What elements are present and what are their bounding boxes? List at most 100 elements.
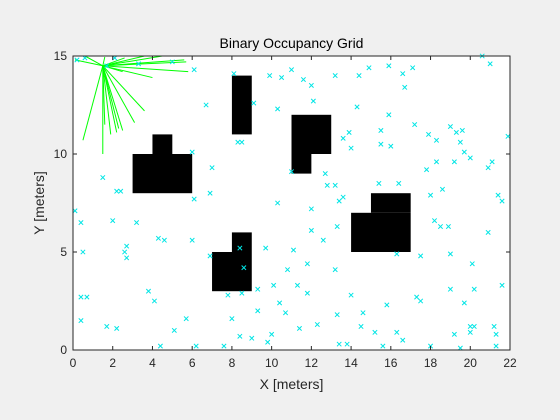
x-tick-label: 20	[464, 356, 478, 370]
particle-marker	[294, 282, 301, 288]
sensor-ray	[102, 56, 106, 66]
x-tick-label: 2	[109, 356, 116, 370]
particle-marker	[451, 159, 457, 165]
x-tick-label: 4	[149, 356, 156, 370]
particle-marker	[118, 188, 124, 194]
particle-marker	[114, 188, 120, 194]
particle-marker	[239, 139, 245, 145]
particle-marker	[360, 310, 366, 316]
particle-marker	[322, 171, 328, 177]
particle-marker	[304, 261, 310, 267]
particle-marker	[100, 174, 106, 181]
particle-marker	[267, 73, 273, 79]
obstacle-block	[231, 232, 252, 252]
particle-marker	[104, 323, 110, 330]
particle-marker	[354, 104, 360, 110]
particle-marker	[410, 65, 416, 71]
x-tick-label: 6	[189, 356, 196, 370]
particle-marker	[457, 139, 463, 145]
particle-marker	[433, 137, 440, 143]
particle-marker	[207, 190, 213, 196]
particle-marker	[300, 76, 306, 83]
particle-marker	[459, 127, 465, 134]
particle-marker	[495, 192, 501, 198]
y-axis-label: Y [meters]	[31, 171, 47, 235]
particle-marker	[386, 112, 392, 118]
particle-marker	[412, 122, 418, 128]
particle-marker	[340, 135, 346, 141]
particle-marker	[263, 245, 269, 251]
particle-marker	[157, 343, 163, 349]
particle-marker	[418, 298, 424, 304]
particle-marker	[237, 245, 243, 251]
particle-marker	[155, 235, 161, 241]
x-axis-ticks: 0 2 4 6 8 10 12 14 16 18 20 22	[70, 56, 517, 370]
particle-marker	[491, 323, 497, 330]
obstacle-block	[291, 114, 332, 154]
x-tick-label: 22	[503, 356, 517, 370]
particle-marker	[489, 159, 495, 165]
x-axis-label: X [meters]	[260, 376, 324, 392]
particle-marker	[161, 237, 167, 243]
obstacle-block	[231, 75, 252, 135]
sensor-ray	[102, 65, 124, 131]
particle-marker	[356, 73, 362, 79]
particle-marker	[340, 194, 346, 200]
particle-marker	[169, 59, 175, 65]
particle-marker	[447, 286, 453, 292]
particle-marker	[171, 327, 177, 333]
particle-marker	[255, 286, 261, 292]
particle-marker	[314, 321, 320, 328]
particle-marker	[191, 196, 197, 202]
particle-marker	[388, 143, 394, 149]
particle-marker	[241, 265, 247, 271]
particle-marker	[469, 261, 475, 267]
particle-marker	[324, 182, 330, 188]
particle-marker	[135, 61, 142, 67]
particle-marker	[288, 169, 295, 175]
particle-marker	[78, 318, 84, 324]
particle-marker	[394, 329, 400, 335]
particles-layer	[72, 53, 511, 351]
particle-marker	[426, 131, 432, 137]
particle-marker	[400, 337, 406, 343]
y-tick-label: 5	[60, 245, 67, 259]
particle-marker	[308, 82, 314, 88]
sensor-ray	[102, 65, 136, 123]
particle-marker	[366, 65, 372, 71]
obstacles-layer	[132, 75, 411, 292]
particle-marker	[104, 63, 110, 69]
particle-marker	[221, 343, 227, 349]
sensor-ray	[102, 65, 153, 79]
particle-marker	[288, 67, 295, 73]
sensor-ray	[82, 65, 104, 141]
particle-marker	[358, 323, 364, 330]
particle-marker	[145, 288, 152, 294]
particle-marker	[72, 208, 78, 214]
particle-marker	[445, 223, 451, 230]
particle-marker	[336, 198, 342, 204]
particle-marker	[336, 341, 342, 347]
particle-marker	[282, 310, 289, 316]
particle-marker	[467, 155, 473, 161]
particle-marker	[451, 331, 457, 337]
particle-marker	[308, 227, 314, 233]
particle-marker	[189, 237, 195, 243]
particle-marker	[418, 253, 424, 259]
particle-marker	[151, 298, 157, 304]
x-tick-label: 12	[305, 356, 319, 370]
obstacle-block	[291, 154, 312, 174]
particle-marker	[332, 182, 338, 188]
particle-marker	[372, 329, 378, 335]
particle-marker	[255, 308, 261, 314]
particle-marker	[378, 127, 384, 134]
particle-marker	[124, 243, 130, 249]
particle-marker	[499, 282, 505, 288]
particle-marker	[265, 339, 271, 345]
particle-marker	[439, 186, 446, 192]
particle-marker	[400, 71, 406, 77]
particle-marker	[461, 300, 467, 306]
particle-marker	[386, 63, 392, 69]
particle-marker	[207, 253, 213, 259]
particle-marker	[290, 247, 297, 253]
